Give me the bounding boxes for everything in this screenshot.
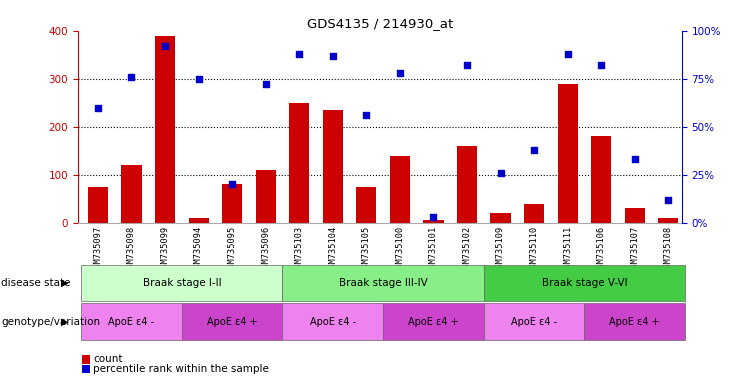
Point bbox=[428, 214, 439, 220]
Bar bbox=[155, 36, 175, 223]
Text: GSM735110: GSM735110 bbox=[530, 226, 539, 273]
Text: GSM735099: GSM735099 bbox=[161, 226, 170, 273]
Text: Braak stage I-II: Braak stage I-II bbox=[142, 278, 221, 288]
Point bbox=[260, 81, 272, 88]
Bar bbox=[188, 218, 209, 223]
Bar bbox=[122, 165, 142, 223]
Title: GDS4135 / 214930_at: GDS4135 / 214930_at bbox=[307, 17, 453, 30]
Text: ApoE ε4 -: ApoE ε4 - bbox=[310, 316, 356, 327]
Text: ▶: ▶ bbox=[62, 278, 69, 288]
Bar bbox=[591, 136, 611, 223]
Bar bbox=[390, 156, 410, 223]
Point bbox=[461, 62, 473, 68]
Text: GSM735109: GSM735109 bbox=[496, 226, 505, 273]
Text: disease state: disease state bbox=[1, 278, 71, 288]
Text: ApoE ε4 -: ApoE ε4 - bbox=[108, 316, 155, 327]
Bar bbox=[323, 110, 343, 223]
Bar bbox=[457, 146, 477, 223]
Point bbox=[327, 53, 339, 59]
Point bbox=[394, 70, 406, 76]
Point bbox=[125, 74, 137, 80]
Text: GSM735098: GSM735098 bbox=[127, 226, 136, 273]
Text: ▶: ▶ bbox=[62, 316, 69, 327]
Point bbox=[92, 104, 104, 111]
Bar bbox=[557, 84, 578, 223]
Bar bbox=[88, 187, 108, 223]
Text: GSM735100: GSM735100 bbox=[396, 226, 405, 273]
Point bbox=[662, 197, 674, 203]
Bar bbox=[423, 220, 444, 223]
Text: GSM735111: GSM735111 bbox=[563, 226, 572, 273]
Text: GSM735105: GSM735105 bbox=[362, 226, 370, 273]
Text: GSM735101: GSM735101 bbox=[429, 226, 438, 273]
Point bbox=[360, 112, 372, 118]
Text: ApoE ε4 +: ApoE ε4 + bbox=[207, 316, 257, 327]
Point bbox=[226, 181, 238, 187]
Point bbox=[494, 170, 506, 176]
Text: GSM735102: GSM735102 bbox=[462, 226, 471, 273]
Bar bbox=[625, 208, 645, 223]
Point bbox=[629, 156, 641, 162]
Bar bbox=[658, 218, 678, 223]
Bar bbox=[222, 184, 242, 223]
Point bbox=[159, 43, 171, 49]
Text: GSM735094: GSM735094 bbox=[194, 226, 203, 273]
Text: GSM735103: GSM735103 bbox=[295, 226, 304, 273]
Text: ApoE ε4 +: ApoE ε4 + bbox=[408, 316, 459, 327]
Point bbox=[595, 62, 607, 68]
Text: Braak stage V-VI: Braak stage V-VI bbox=[542, 278, 627, 288]
Text: GSM735107: GSM735107 bbox=[631, 226, 639, 273]
Text: genotype/variation: genotype/variation bbox=[1, 316, 101, 327]
Text: GSM735095: GSM735095 bbox=[227, 226, 236, 273]
Point bbox=[528, 147, 540, 153]
Text: Braak stage III-IV: Braak stage III-IV bbox=[339, 278, 428, 288]
Text: GSM735096: GSM735096 bbox=[261, 226, 270, 273]
Bar bbox=[356, 187, 376, 223]
Text: GSM735108: GSM735108 bbox=[664, 226, 673, 273]
Text: ApoE ε4 +: ApoE ε4 + bbox=[609, 316, 660, 327]
Bar bbox=[289, 103, 309, 223]
Bar bbox=[524, 204, 544, 223]
Text: GSM735106: GSM735106 bbox=[597, 226, 605, 273]
Text: GSM735104: GSM735104 bbox=[328, 226, 337, 273]
Text: GSM735097: GSM735097 bbox=[93, 226, 102, 273]
Bar bbox=[491, 213, 511, 223]
Text: percentile rank within the sample: percentile rank within the sample bbox=[93, 364, 269, 374]
Text: ApoE ε4 -: ApoE ε4 - bbox=[511, 316, 557, 327]
Point bbox=[293, 51, 305, 57]
Point bbox=[193, 76, 205, 82]
Bar bbox=[256, 170, 276, 223]
Text: count: count bbox=[93, 354, 123, 364]
Point bbox=[562, 51, 574, 57]
